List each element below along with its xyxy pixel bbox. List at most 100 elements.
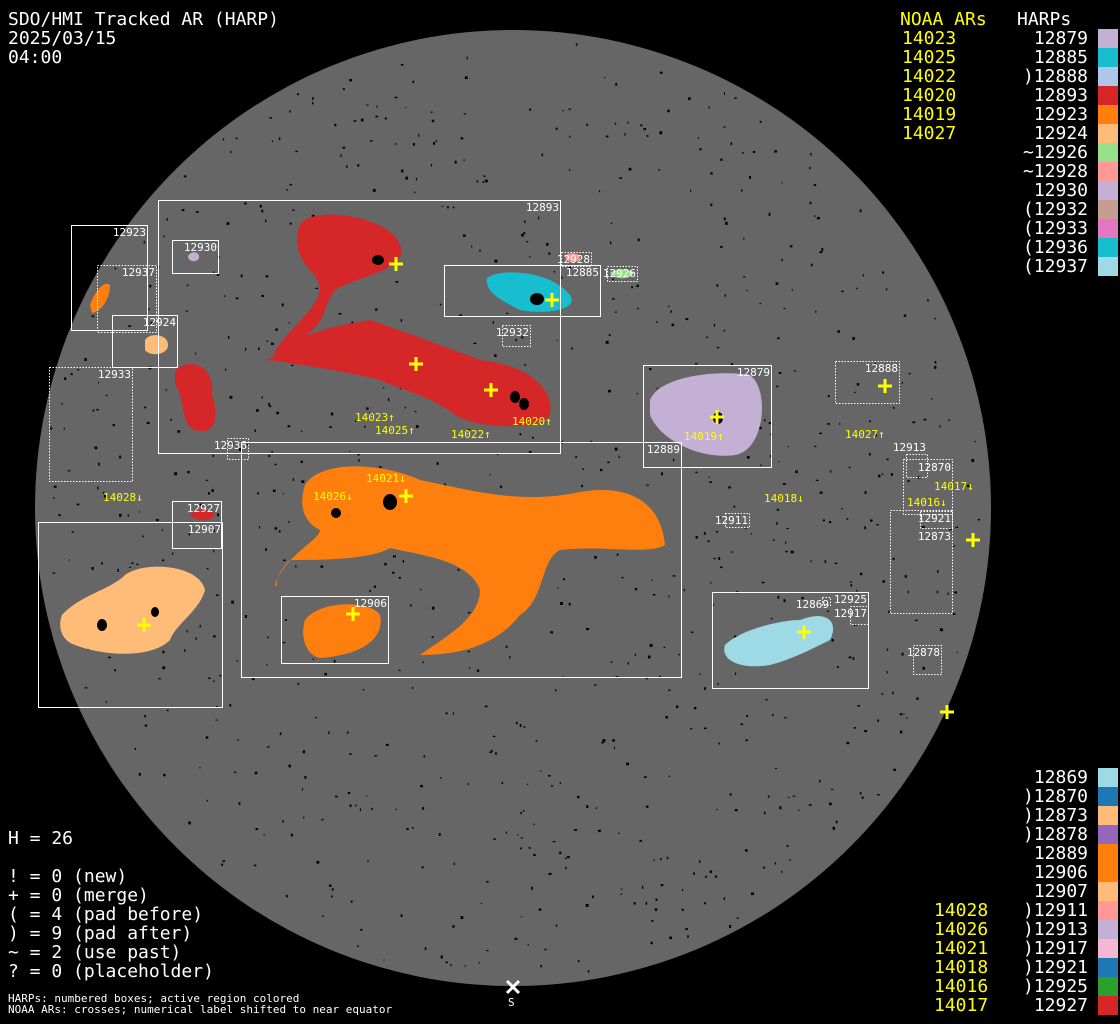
- magnetic-speck: [819, 251, 823, 254]
- harp-color-swatch: [1098, 787, 1118, 806]
- harp-box: [913, 645, 942, 675]
- region-12907: [60, 566, 205, 654]
- magnetic-speck: [412, 80, 415, 84]
- magnetic-speck: [532, 436, 534, 439]
- magnetic-speck: [213, 549, 215, 553]
- magnetic-speck: [890, 473, 893, 476]
- magnetic-speck: [676, 705, 679, 708]
- noaa-label: 14026↓: [313, 490, 353, 503]
- magnetic-speck: [877, 794, 880, 796]
- harp-box: [38, 522, 223, 708]
- magnetic-speck: [283, 559, 286, 562]
- magnetic-speck: [852, 337, 855, 341]
- magnetic-speck: [954, 591, 958, 594]
- harp-box-label: 12926: [603, 267, 636, 280]
- magnetic-speck: [718, 557, 721, 560]
- magnetic-speck: [505, 645, 508, 648]
- magnetic-speck: [886, 458, 889, 461]
- magnetic-speck: [859, 572, 863, 576]
- magnetic-speck: [604, 77, 606, 79]
- magnetic-speck: [77, 369, 80, 371]
- magnetic-speck: [415, 177, 418, 181]
- magnetic-speck: [764, 419, 766, 422]
- magnetic-speck: [351, 321, 354, 324]
- magnetic-speck: [286, 189, 288, 191]
- magnetic-speck: [699, 148, 702, 151]
- magnetic-speck: [499, 485, 502, 488]
- region-12923: [90, 283, 110, 313]
- magnetic-speck: [577, 795, 580, 799]
- magnetic-speck: [869, 519, 873, 522]
- magnetic-speck: [366, 104, 369, 106]
- magnetic-speck: [637, 238, 640, 242]
- harp-color-swatch: [1098, 806, 1118, 825]
- magnetic-speck: [244, 202, 247, 205]
- magnetic-speck: [601, 741, 604, 744]
- magnetic-speck: [357, 945, 359, 947]
- magnetic-speck: [421, 866, 424, 869]
- magnetic-speck: [286, 894, 288, 898]
- magnetic-speck: [977, 518, 981, 521]
- magnetic-speck: [652, 594, 656, 596]
- magnetic-speck: [97, 486, 99, 490]
- harp-box: [172, 501, 222, 549]
- magnetic-speck: [414, 410, 417, 413]
- magnetic-speck: [114, 267, 117, 270]
- magnetic-speck: [274, 463, 277, 466]
- magnetic-speck: [394, 96, 398, 99]
- magnetic-speck: [383, 959, 385, 961]
- magnetic-speck: [712, 603, 714, 606]
- harp-legend-label: 12907: [1033, 881, 1088, 902]
- magnetic-speck: [208, 677, 211, 680]
- harp-box: [903, 459, 953, 515]
- magnetic-speck: [690, 631, 694, 633]
- sunspot: [530, 293, 544, 305]
- magnetic-speck: [76, 503, 80, 506]
- magnetic-speck: [314, 716, 317, 719]
- magnetic-speck: [548, 872, 552, 875]
- magnetic-speck: [358, 459, 360, 462]
- noaa-legend-label: 14019: [902, 104, 957, 125]
- magnetic-speck: [533, 823, 535, 826]
- magnetic-speck: [660, 858, 662, 861]
- magnetic-speck: [229, 395, 233, 399]
- magnetic-speck: [668, 595, 670, 598]
- magnetic-speck: [369, 589, 372, 592]
- magnetic-speck: [230, 150, 232, 154]
- magnetic-speck: [948, 419, 950, 421]
- magnetic-speck: [645, 805, 649, 808]
- magnetic-speck: [857, 705, 860, 707]
- magnetic-speck: [608, 334, 611, 337]
- harp-box-label: 12928: [557, 253, 590, 266]
- harp-box-label: 12870: [918, 461, 951, 474]
- magnetic-speck: [751, 892, 754, 896]
- magnetic-speck: [205, 736, 209, 739]
- magnetic-speck: [445, 712, 448, 715]
- magnetic-speck: [846, 741, 850, 745]
- noaa-cross-icon: [797, 625, 811, 639]
- magnetic-speck: [395, 808, 398, 810]
- magnetic-speck: [697, 137, 700, 139]
- magnetic-speck: [848, 466, 851, 469]
- magnetic-speck: [829, 802, 832, 806]
- magnetic-speck: [535, 740, 538, 742]
- magnetic-speck: [188, 532, 191, 536]
- magnetic-speck: [939, 424, 941, 428]
- magnetic-speck: [967, 484, 970, 487]
- magnetic-speck: [301, 480, 305, 484]
- magnetic-speck: [819, 432, 823, 435]
- harp-color-swatch: [1098, 162, 1118, 181]
- magnetic-speck: [563, 578, 565, 581]
- magnetic-speck: [636, 284, 639, 288]
- magnetic-speck: [837, 330, 840, 333]
- magnetic-speck: [91, 567, 94, 570]
- magnetic-speck: [723, 92, 726, 95]
- magnetic-speck: [948, 528, 952, 531]
- magnetic-speck: [832, 826, 836, 830]
- magnetic-speck: [934, 317, 936, 320]
- harp-box-label: 12907: [188, 523, 221, 536]
- magnetic-speck: [881, 693, 884, 695]
- magnetic-speck: [195, 637, 197, 640]
- magnetic-speck: [63, 427, 65, 430]
- magnetic-speck: [862, 274, 864, 277]
